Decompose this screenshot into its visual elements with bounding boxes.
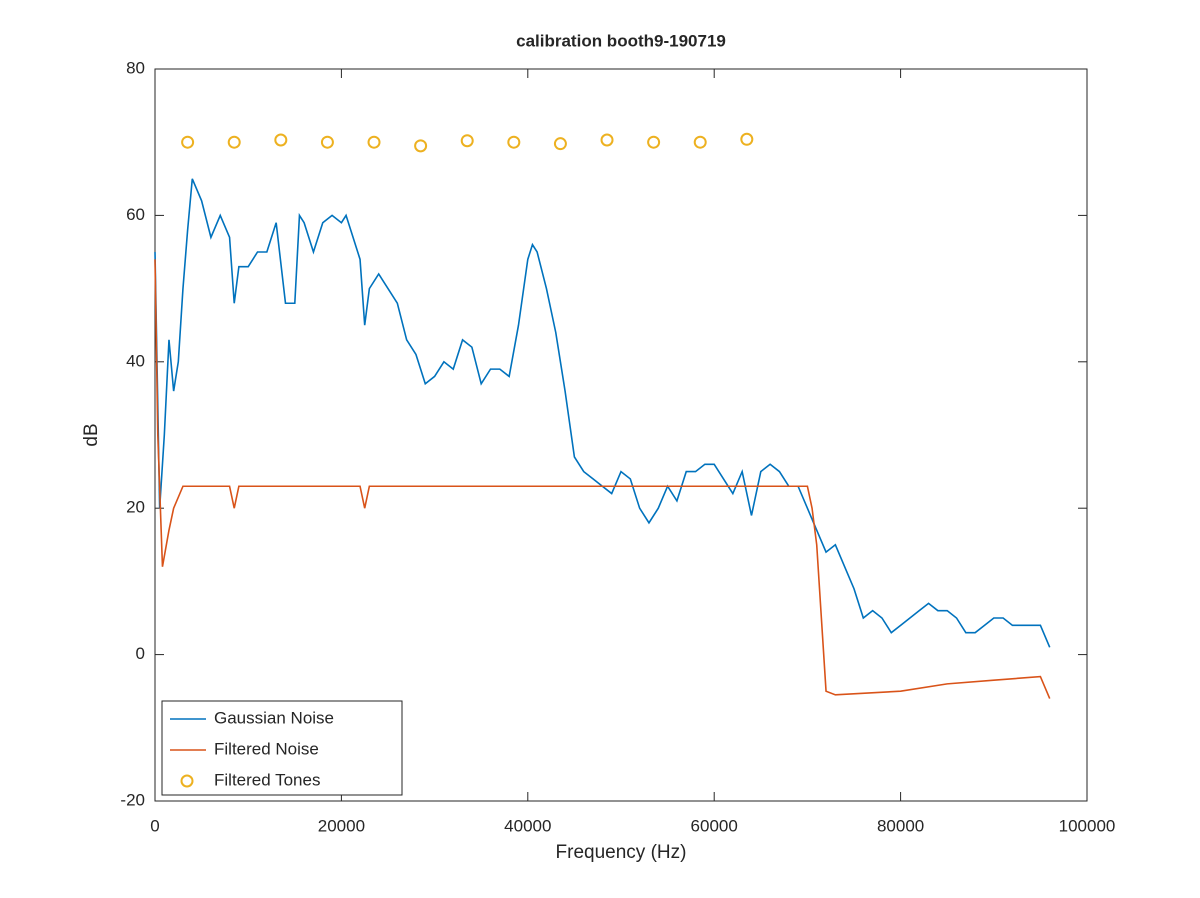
tone-marker bbox=[740, 132, 754, 146]
series-line bbox=[154, 259, 1051, 699]
tone-marker bbox=[274, 133, 288, 147]
x-axis-label: Frequency (Hz) bbox=[556, 842, 687, 863]
tone-marker bbox=[227, 135, 241, 149]
x-tick-label: 20000 bbox=[318, 816, 365, 835]
x-tick-label: 60000 bbox=[691, 816, 738, 835]
legend-label: Gaussian Noise bbox=[214, 708, 334, 727]
legend-box bbox=[161, 700, 403, 796]
plot-area bbox=[154, 68, 1088, 802]
tone-marker bbox=[414, 139, 428, 153]
tone-marker bbox=[600, 133, 614, 147]
y-tick-label: 80 bbox=[126, 58, 145, 77]
tone-marker bbox=[693, 135, 707, 149]
x-tick-label: 100000 bbox=[1059, 816, 1116, 835]
y-tick-label: 60 bbox=[126, 205, 145, 224]
tone-marker bbox=[320, 135, 334, 149]
y-tick-label: 0 bbox=[136, 644, 145, 663]
y-tick-label: 40 bbox=[126, 351, 145, 370]
tone-marker bbox=[181, 135, 195, 149]
tone-marker bbox=[507, 135, 521, 149]
y-tick-label: -20 bbox=[120, 790, 145, 809]
legend-label: Filtered Tones bbox=[214, 770, 320, 789]
tone-marker bbox=[460, 134, 474, 148]
x-tick-label: 40000 bbox=[504, 816, 551, 835]
legend-label: Filtered Noise bbox=[214, 739, 319, 758]
series-line bbox=[154, 178, 1051, 648]
tone-marker bbox=[367, 135, 381, 149]
y-axis-label: dB bbox=[81, 423, 102, 446]
legend-marker bbox=[180, 774, 194, 788]
x-tick-label: 0 bbox=[150, 816, 159, 835]
y-tick-label: 20 bbox=[126, 498, 145, 517]
tone-marker bbox=[553, 137, 567, 151]
chart-title: calibration booth9-190719 bbox=[516, 31, 726, 50]
tone-marker bbox=[647, 135, 661, 149]
x-tick-label: 80000 bbox=[877, 816, 924, 835]
